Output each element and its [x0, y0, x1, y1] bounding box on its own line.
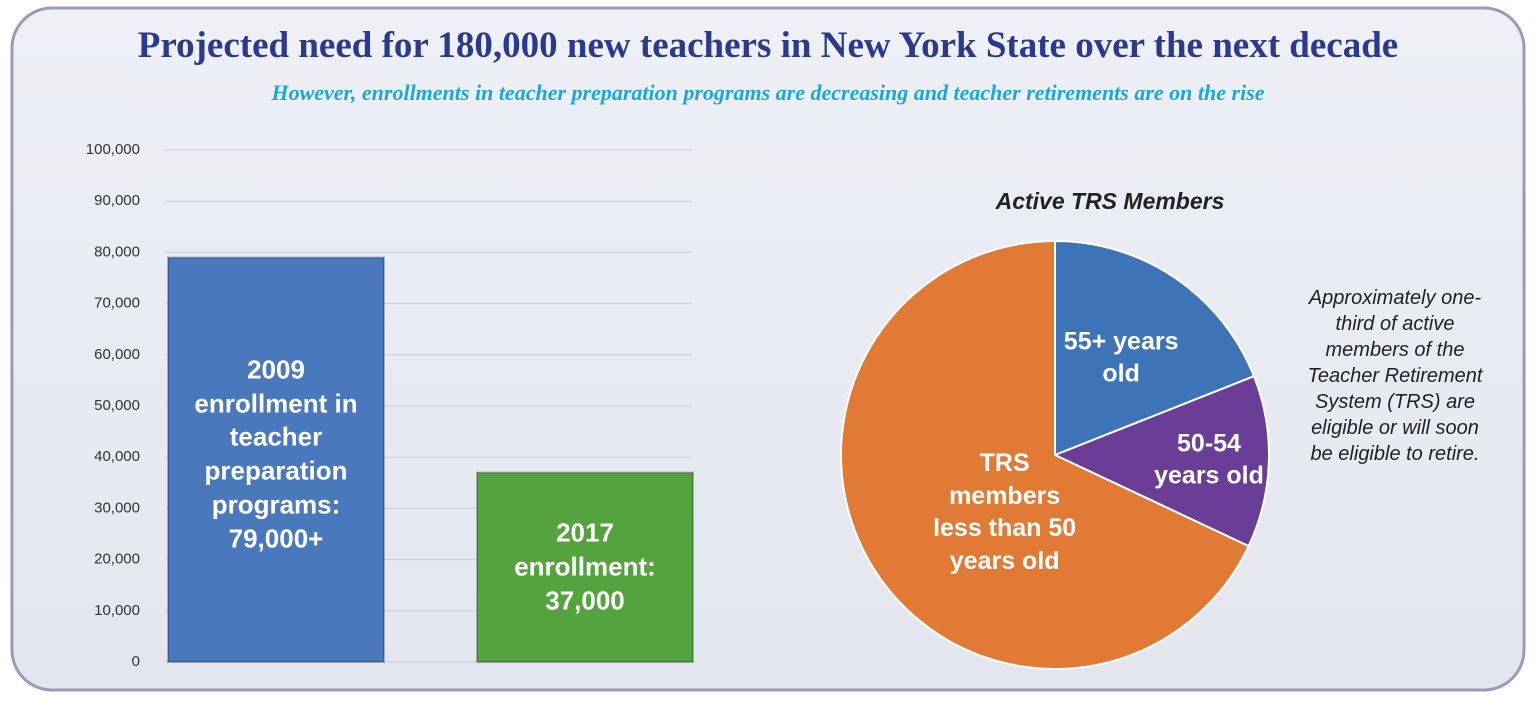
y-tick-label: 50,000 [94, 397, 140, 414]
pie-slice [839, 239, 1250, 670]
bar-label: 2009 enrollment in teacher preparation p… [194, 354, 358, 554]
y-tick-label: 20,000 [94, 551, 140, 568]
pie-slice [1054, 239, 1256, 457]
slice-label: 55+ years old [1063, 327, 1179, 388]
y-tick-label: 40,000 [94, 448, 140, 465]
title: Projected need for 180,000 new teachers … [137, 25, 1399, 66]
y-tick-label: 70,000 [94, 295, 140, 312]
subtitle: However, enrollments in teacher preparat… [271, 80, 1265, 105]
pie-title: Active TRS Members [995, 188, 1225, 214]
y-tick-label: 10,000 [94, 602, 140, 619]
annotation: Approximately one-third of active member… [1307, 287, 1483, 465]
y-tick-label: 30,000 [94, 499, 140, 516]
pie-slice [1052, 374, 1270, 548]
y-tick-label: 100,000 [86, 141, 140, 158]
bar [167, 256, 385, 663]
y-tick-label: 90,000 [94, 192, 140, 209]
y-tick-label: 0 [132, 653, 140, 670]
bar-label: 2017 enrollment: 37,000 [514, 517, 656, 616]
y-tick-label: 80,000 [94, 243, 140, 260]
slice-label: 50-54 years old [1154, 429, 1264, 490]
slice-label: TRS members less than 50 years old [933, 449, 1077, 575]
bar [476, 471, 694, 663]
y-tick-label: 60,000 [94, 346, 140, 363]
